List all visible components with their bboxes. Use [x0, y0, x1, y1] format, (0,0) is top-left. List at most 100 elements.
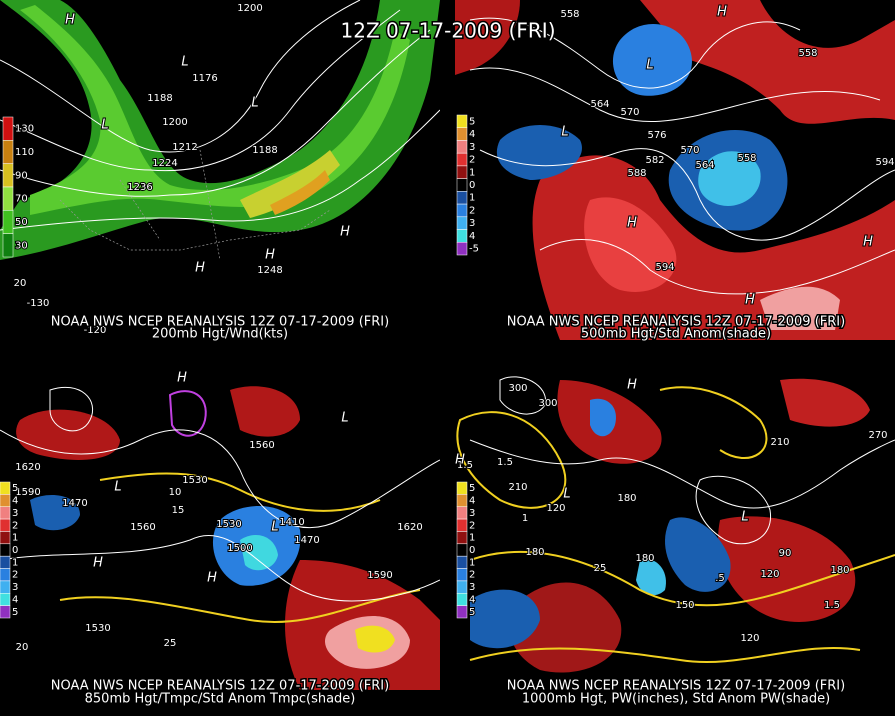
anom-shade: [612, 23, 692, 96]
anom-shade: [16, 409, 121, 460]
colorbar-swatch: [0, 531, 11, 545]
temp-contour: [59, 589, 421, 624]
panel-caption: 500mb Hgt/Std Anom(shade): [581, 327, 771, 342]
colorbar-swatch: [456, 543, 468, 557]
contour-label: 582: [645, 155, 664, 166]
colorbars: 130110907050305432101234-554321012345543…: [0, 114, 480, 619]
contour-label: 1620: [15, 462, 40, 473]
colorbar-swatch: [456, 152, 468, 167]
pressure-center: H: [65, 13, 75, 28]
contour-label: 25: [594, 563, 607, 574]
contour-label: -130: [27, 298, 50, 309]
colorbar-swatch: [456, 114, 468, 128]
pw-contour: [659, 386, 768, 460]
contour-label: 210: [770, 437, 789, 448]
panel-caption: NOAA NWS NCEP REANALYSIS 12Z 07-17-2009 …: [507, 679, 845, 694]
panel-caption: 1000mb Hgt, PW(inches), Std Anom PW(shad…: [522, 692, 830, 707]
geo-border: [59, 149, 331, 261]
contour-label: 1470: [62, 498, 87, 509]
colorbar-label: 1: [469, 533, 475, 544]
anom-shade: [230, 386, 300, 437]
pressure-center: L: [741, 510, 748, 525]
colorbar-label: 2: [469, 570, 475, 581]
contour-label: 1200: [162, 117, 187, 128]
colorbar-swatch: [2, 186, 14, 211]
contour: [539, 239, 895, 295]
contour-label: 576: [647, 130, 666, 141]
colorbar-label: 0: [469, 180, 475, 191]
colorbar-label: 3: [469, 508, 475, 519]
map-labels: 12001176118812001212122412361188124820-1…: [13, 2, 895, 654]
colorbar-label: 4: [12, 594, 18, 605]
contour-label: 300: [508, 383, 527, 394]
wind-shade: [20, 5, 410, 215]
colorbar-swatch: [0, 555, 11, 569]
colorbar-label: 2: [469, 205, 475, 216]
contour-label: 1560: [130, 522, 155, 533]
colorbar-label: 3: [12, 508, 18, 519]
colorbar-swatch: [456, 494, 468, 507]
pressure-center: H: [745, 293, 755, 308]
anom-shade: [698, 151, 761, 206]
pressure-center: L: [646, 58, 653, 73]
contour-label: 180: [635, 553, 654, 564]
anom-shade: [496, 125, 582, 180]
contour-label: 1560: [249, 440, 274, 451]
colorbar-swatch: [0, 481, 11, 495]
panel-caption: NOAA NWS NCEP REANALYSIS 12Z 07-17-2009 …: [51, 679, 389, 694]
contour-label: 1530: [85, 623, 110, 634]
anom-shade: [470, 589, 540, 649]
colorbar-label: 3: [469, 218, 475, 229]
colorbar-swatch: [0, 580, 11, 594]
colorbar-label: 50: [15, 217, 28, 228]
pressure-center: L: [561, 125, 568, 140]
colorbar-swatch: [456, 165, 468, 179]
pressure-center: H: [207, 571, 217, 586]
colorbar-swatch: [456, 580, 468, 594]
contour-label: 25: [164, 638, 177, 649]
contour-label: 570: [680, 145, 699, 156]
colorbar-label: 4: [12, 496, 18, 507]
colorbar-label: 70: [15, 194, 28, 205]
contour-label: 1.5: [457, 460, 473, 471]
anom-shade: [780, 378, 870, 427]
colorbar-swatch: [456, 555, 468, 569]
panel-caption: NOAA NWS NCEP REANALYSIS 12Z 07-17-2009 …: [51, 315, 389, 330]
contour-label: 180: [617, 493, 636, 504]
contour-label: 588: [627, 168, 646, 179]
contour-label: 90: [779, 548, 792, 559]
colorbar-swatch: [456, 203, 468, 218]
panel-caption: 850mb Hgt/Tmpc/Std Anom Tmpc(shade): [85, 692, 356, 707]
panel-1000mb: [456, 376, 895, 673]
pressure-center: L: [271, 520, 278, 535]
colorbar-swatch: [0, 494, 11, 507]
colorbar-swatch: [2, 210, 14, 234]
contour: [469, 17, 801, 89]
contour-label: 150: [675, 600, 694, 611]
contour-label: 180: [525, 547, 544, 558]
contour-label: 558: [560, 9, 579, 20]
pressure-center: H: [863, 235, 873, 250]
pressure-center: H: [93, 556, 103, 571]
colorbar-label: 4: [469, 231, 475, 242]
contour-label: 1470: [294, 535, 319, 546]
panel-200mb: [0, 0, 440, 261]
contour-label: 120: [740, 633, 759, 644]
contour: [695, 475, 771, 545]
colorbar-label: 30: [15, 240, 28, 251]
pw-contour: [469, 646, 861, 664]
anom-shade: [665, 517, 731, 592]
colorbar-swatch: [456, 481, 468, 495]
contour-label: 300: [538, 398, 557, 409]
colorbar-swatch: [0, 543, 11, 557]
colorbar-label: 5: [469, 607, 475, 618]
contour: [479, 148, 895, 241]
contour-label: 1500: [227, 543, 252, 554]
colorbar-swatch: [2, 233, 14, 258]
contour-label: 210: [508, 482, 527, 493]
colorbar-label: 5: [469, 116, 475, 127]
contour-label: .5: [715, 573, 725, 584]
anom-shade: [240, 535, 278, 571]
anom-shade: [636, 559, 666, 596]
contour-label: 1.5: [497, 457, 513, 468]
